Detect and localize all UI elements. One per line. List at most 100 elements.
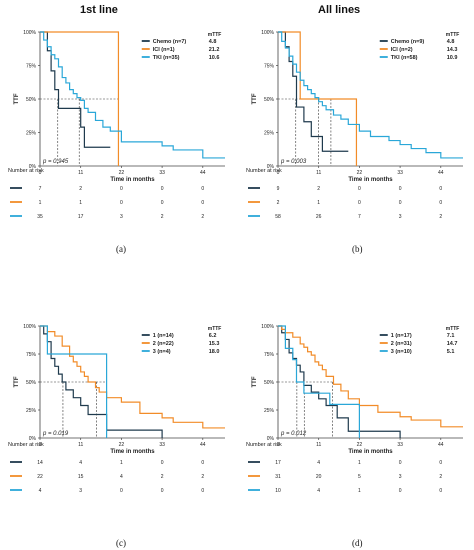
legend-header: mTTF	[446, 326, 460, 332]
risk-count: 4	[120, 474, 123, 480]
risk-count: 0	[358, 186, 361, 192]
km-curve-2	[278, 31, 358, 166]
x-tick-label: 33	[159, 170, 165, 176]
risk-count: 2	[79, 186, 82, 192]
x-tick-label: 33	[397, 170, 403, 176]
y-tick-label: 0%	[29, 164, 37, 170]
y-axis-label: TTF	[14, 93, 20, 104]
risk-count: 58	[275, 214, 281, 220]
risk-count: 4	[317, 488, 320, 494]
panel-a-letter: (a)	[116, 244, 126, 254]
risk-count: 17	[78, 214, 84, 220]
x-axis-label: Time in months	[110, 177, 155, 183]
legend-entry: 2 (n=22)	[153, 341, 174, 347]
risk-count: 0	[120, 186, 123, 192]
x-axis-label: Time in months	[348, 449, 393, 455]
risk-count: 31	[275, 474, 281, 480]
y-tick-label: 50%	[26, 97, 37, 103]
risk-count: 7	[39, 186, 42, 192]
panel-c-letter: (c)	[116, 538, 126, 548]
risk-count: 0	[439, 488, 442, 494]
legend-median: 14.7	[447, 341, 458, 347]
risk-count: 9	[277, 186, 280, 192]
x-tick-label: 0	[39, 170, 42, 176]
x-tick-label: 0	[39, 442, 42, 448]
risk-count: 0	[201, 200, 204, 206]
risk-count: 0	[399, 200, 402, 206]
risk-count: 14	[37, 460, 43, 466]
risk-count: 0	[439, 186, 442, 192]
x-tick-label: 44	[438, 442, 444, 448]
x-tick-label: 11	[78, 442, 83, 448]
panel-b-title: All lines	[318, 4, 361, 16]
legend-median: 14.3	[447, 47, 458, 53]
risk-count: 2	[439, 474, 442, 480]
x-tick-label: 22	[119, 170, 125, 176]
legend-median: 6.2	[209, 333, 217, 339]
risk-table-title: Number at risk	[246, 168, 282, 174]
y-tick-label: 100%	[23, 324, 36, 330]
risk-count: 0	[161, 186, 164, 192]
x-axis-label: Time in months	[348, 177, 393, 183]
risk-count: 0	[201, 488, 204, 494]
y-axis-label: TTF	[252, 376, 258, 387]
risk-table-title: Number at risk	[8, 442, 44, 448]
y-tick-label: 75%	[264, 352, 275, 358]
risk-count: 20	[316, 474, 322, 480]
risk-count: 15	[78, 474, 84, 480]
x-axis-label: Time in months	[110, 449, 155, 455]
risk-count: 10	[275, 488, 281, 494]
legend-entry: 2 (n=31)	[391, 341, 412, 347]
y-tick-label: 100%	[261, 30, 274, 36]
legend-entry: Chemo (n=9)	[391, 39, 425, 45]
legend-median: 4.8	[447, 39, 455, 45]
legend-median: 7.1	[447, 333, 455, 339]
risk-count: 0	[201, 460, 204, 466]
legend-median: 10.6	[209, 55, 220, 61]
y-tick-label: 100%	[261, 324, 274, 330]
km-curve-3	[278, 31, 463, 159]
risk-count: 1	[317, 200, 320, 206]
risk-count: 0	[439, 200, 442, 206]
risk-count: 0	[439, 460, 442, 466]
legend-header: mTTF	[208, 326, 222, 332]
km-curve-2	[40, 31, 120, 166]
risk-count: 0	[399, 488, 402, 494]
panel-a-title: 1st line	[80, 4, 118, 16]
risk-count: 1	[358, 488, 361, 494]
y-tick-label: 75%	[26, 64, 37, 70]
risk-count: 0	[120, 488, 123, 494]
legend-median: 21.2	[209, 47, 220, 53]
risk-count: 0	[399, 186, 402, 192]
legend-entry: ICI (n=2)	[391, 47, 413, 53]
km-curve-2	[40, 325, 225, 429]
risk-count: 0	[358, 200, 361, 206]
y-tick-label: 25%	[264, 131, 275, 137]
y-tick-label: 25%	[26, 408, 37, 414]
y-tick-label: 25%	[264, 408, 275, 414]
x-tick-label: 44	[438, 170, 444, 176]
risk-count: 3	[399, 474, 402, 480]
x-tick-label: 0	[277, 170, 280, 176]
legend-entry: TKI (n=58)	[391, 55, 418, 61]
risk-count: 35	[37, 214, 43, 220]
risk-count: 1	[358, 460, 361, 466]
km-curve-3	[40, 31, 225, 159]
y-tick-label: 75%	[26, 352, 37, 358]
risk-count: 0	[120, 200, 123, 206]
y-tick-label: 50%	[26, 380, 37, 386]
risk-count: 3	[79, 488, 82, 494]
risk-count: 1	[120, 460, 123, 466]
x-tick-label: 0	[277, 442, 280, 448]
risk-count: 4	[79, 460, 82, 466]
risk-table-title: Number at risk	[8, 168, 44, 174]
y-tick-label: 0%	[267, 164, 275, 170]
risk-count: 22	[37, 474, 43, 480]
risk-count: 3	[399, 214, 402, 220]
y-tick-label: 25%	[26, 131, 37, 137]
x-tick-label: 22	[357, 170, 363, 176]
x-tick-label: 33	[397, 442, 403, 448]
